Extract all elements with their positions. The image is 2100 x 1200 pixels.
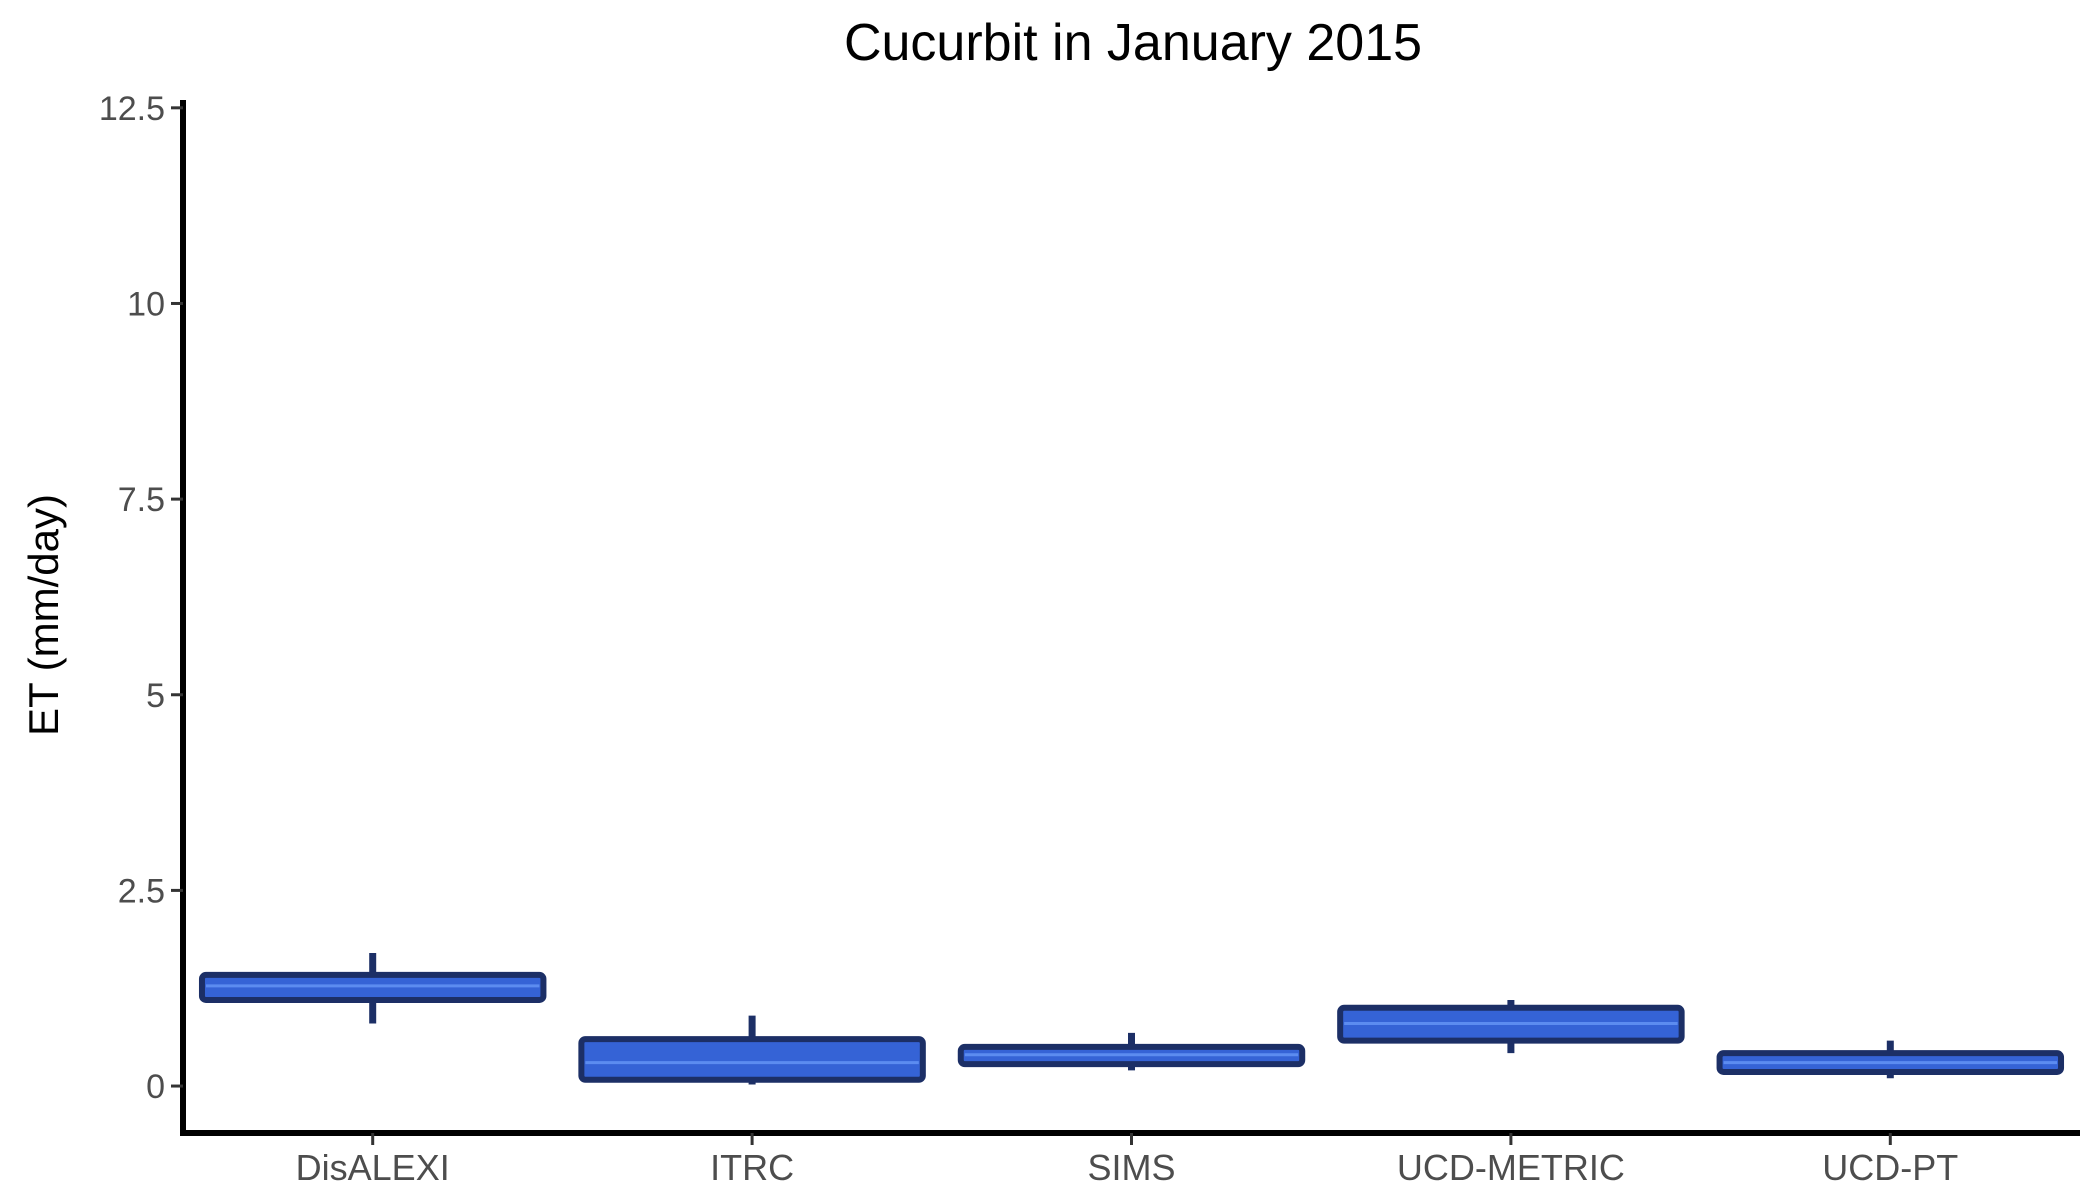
y-tick-label: 0 [146, 1068, 165, 1106]
y-tick-label: 7.5 [118, 481, 165, 519]
x-tick-label: DisALEXI [296, 1147, 450, 1188]
y-tick-label: 2.5 [118, 872, 165, 910]
x-tick-label: UCD-PT [1822, 1147, 1958, 1188]
x-tick-label: SIMS [1087, 1147, 1175, 1188]
plot-area: 0 2.5 5 7.5 10 12.5 DisALEXI ITRC SIMS UCD-METRIC… [99, 90, 2080, 1188]
chart-title: Cucurbit in January 2015 [844, 14, 1422, 72]
y-tick-label: 10 [127, 285, 165, 323]
box [578, 1036, 926, 1083]
x-tick-label: ITRC [710, 1147, 794, 1188]
y-axis-label: ET (mm/day) [20, 494, 67, 736]
x-tick-label: UCD-METRIC [1397, 1147, 1625, 1188]
box [198, 971, 547, 1003]
y-tick-label: 5 [146, 677, 165, 715]
y-tick-label: 12.5 [99, 90, 165, 128]
